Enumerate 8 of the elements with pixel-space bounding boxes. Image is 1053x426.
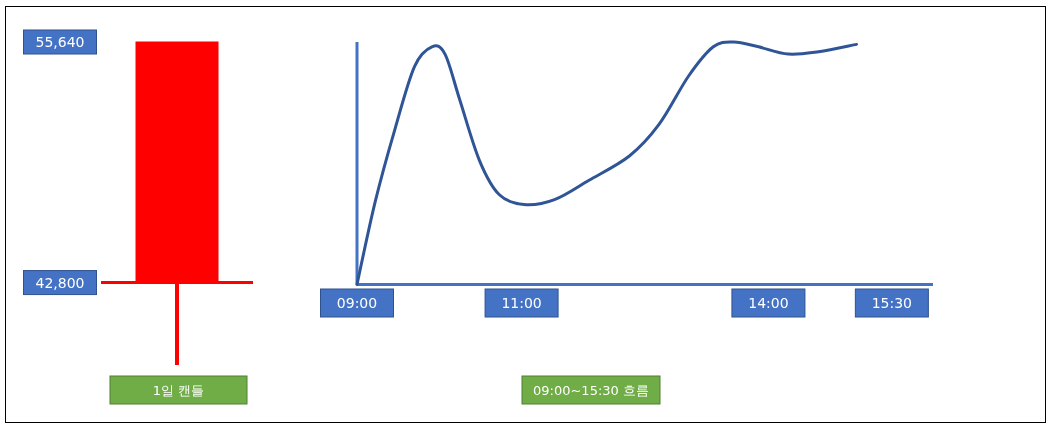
x-axis-title: 09:00~15:30 흐름	[533, 382, 649, 398]
x-tick-label: 11:00	[501, 295, 542, 311]
x-tick-label: 14:00	[748, 295, 789, 311]
y-tick-label: 42,800	[35, 274, 85, 291]
x-tick-label: 09:00	[336, 295, 378, 311]
x-tick-label: 15:30	[871, 295, 913, 311]
y-tick-label: 55,640	[35, 34, 85, 50]
x-axis-title: 1일 캔들	[152, 382, 205, 398]
